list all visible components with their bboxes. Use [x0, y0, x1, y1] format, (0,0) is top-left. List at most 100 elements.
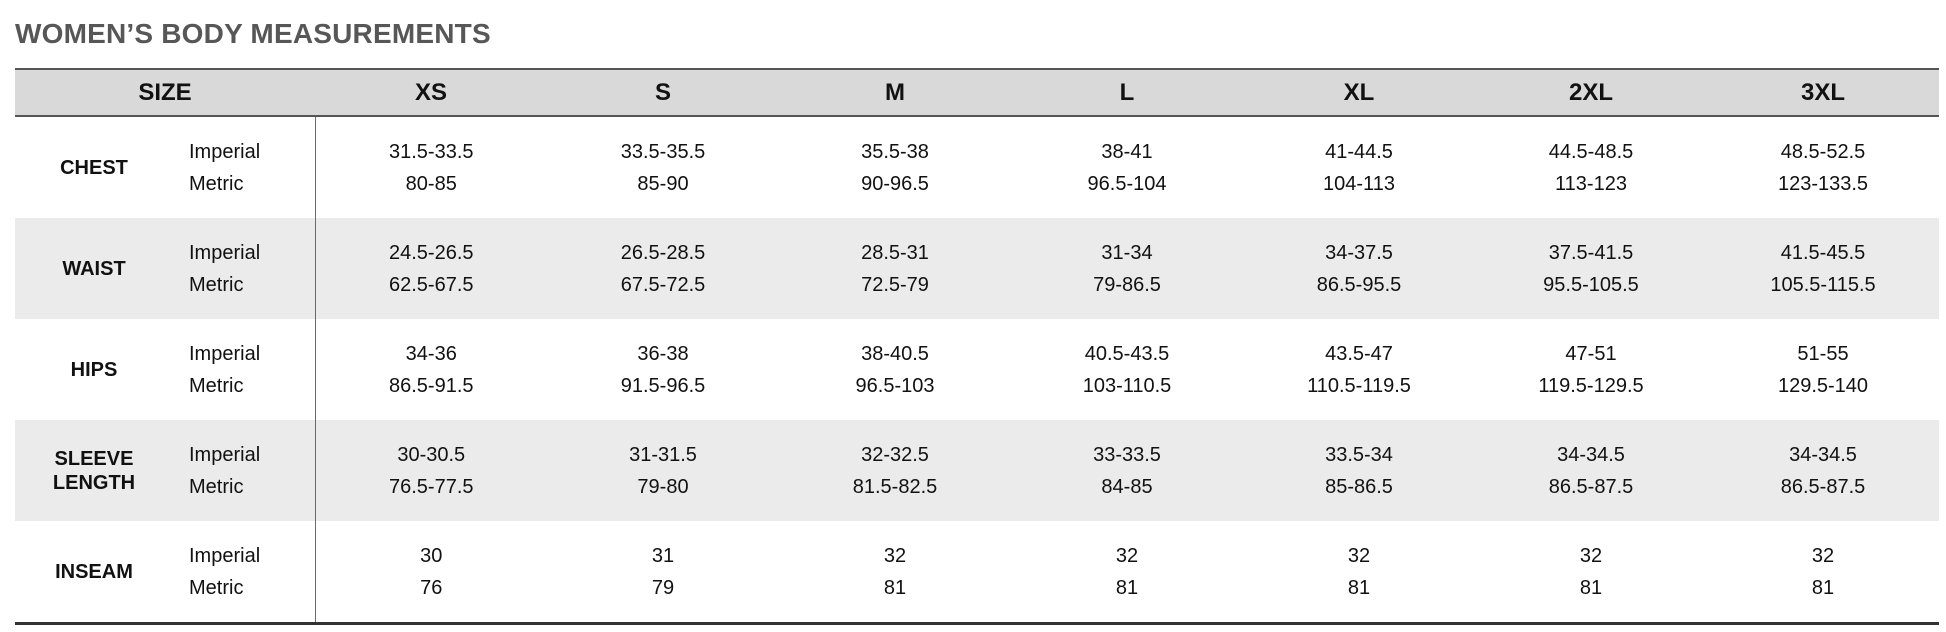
imperial-value: 41.5-45.5	[1780, 241, 1866, 264]
metric-value: 86.5-91.5	[388, 374, 474, 397]
metric-value: 96.5-103	[855, 374, 935, 397]
imperial-value: 32	[1347, 544, 1371, 567]
metric-value: 81	[1811, 576, 1835, 599]
imperial-value: 44.5-48.5	[1548, 140, 1634, 163]
metric-value: 86.5-87.5	[1548, 475, 1634, 498]
metric-value: 79-80	[637, 475, 689, 498]
imperial-value: 32-32.5	[861, 443, 929, 466]
size-m-value: 32 81	[779, 521, 1011, 625]
imperial-value: 31	[651, 544, 675, 567]
metric-value: 79	[651, 576, 675, 599]
metric-label: Metric	[189, 172, 244, 195]
size-header-3xl: 3XL	[1707, 68, 1939, 117]
imperial-value: 32	[883, 544, 907, 567]
size-3xl-value: 48.5-52.5 123-133.5	[1707, 116, 1939, 218]
metric-value: 95.5-105.5	[1543, 273, 1639, 296]
size-s-value: 33.5-35.5 85-90	[547, 116, 779, 218]
size-chart: SIZE XS S M L XL 2XL 3XL CHEST Imperial Me…	[15, 68, 1939, 625]
metric-value: 113-123	[1555, 172, 1627, 195]
size-2xl-value: 37.5-41.5 95.5-105.5	[1475, 218, 1707, 319]
size-xl-value: 43.5-47 110.5-119.5	[1243, 319, 1475, 420]
size-header-2xl: 2XL	[1475, 68, 1707, 117]
table-header-row: SIZE XS S M L XL 2XL 3XL	[15, 68, 1939, 117]
size-l-value: 32 81	[1011, 521, 1243, 625]
imperial-value: 48.5-52.5	[1780, 140, 1866, 163]
measurement-label-line: WAIST	[62, 257, 126, 280]
size-3xl-value: 32 81	[1707, 521, 1939, 625]
metric-value: 72.5-79	[861, 273, 929, 296]
table-row: CHEST Imperial Metric 31.5-33.5 80-85 33.5-35…	[15, 116, 1939, 218]
imperial-value: 40.5-43.5	[1084, 342, 1170, 365]
metric-value: 123-133.5	[1777, 172, 1869, 195]
size-m-value: 32-32.5 81.5-82.5	[779, 420, 1011, 521]
imperial-value: 32	[1579, 544, 1603, 567]
imperial-value: 43.5-47	[1325, 342, 1393, 365]
metric-value: 86.5-95.5	[1316, 273, 1402, 296]
size-header-m: M	[779, 68, 1011, 117]
measurement-label-line: INSEAM	[55, 560, 133, 583]
imperial-label: Imperial	[189, 544, 261, 567]
imperial-value: 31.5-33.5	[388, 140, 474, 163]
measurement-label: SLEEVE LENGTH	[15, 420, 173, 521]
imperial-label: Imperial	[189, 443, 261, 466]
imperial-label: Imperial	[189, 342, 261, 365]
imperial-value: 34-34.5	[1557, 443, 1625, 466]
imperial-value: 47-51	[1565, 342, 1617, 365]
metric-value: 62.5-67.5	[388, 273, 474, 296]
metric-label: Metric	[189, 374, 244, 397]
size-l-value: 40.5-43.5 103-110.5	[1011, 319, 1243, 420]
imperial-label: Imperial	[189, 140, 261, 163]
metric-value: 81.5-82.5	[852, 475, 938, 498]
imperial-value: 31-34	[1101, 241, 1153, 264]
measurement-label-line: HIPS	[70, 358, 118, 381]
measurement-label: HIPS	[15, 319, 173, 420]
page-title: WOMEN’S BODY MEASUREMENTS	[15, 18, 491, 49]
size-xl-value: 33.5-34 85-86.5	[1243, 420, 1475, 521]
size-xs-value: 30 76	[315, 521, 547, 625]
size-header-xl: XL	[1243, 68, 1475, 117]
imperial-value: 38-41	[1101, 140, 1153, 163]
unit-labels: Imperial Metric	[173, 218, 316, 319]
imperial-value: 41-44.5	[1325, 140, 1393, 163]
measurement-label-line: LENGTH	[52, 471, 136, 494]
size-l-value: 33-33.5 84-85	[1011, 420, 1243, 521]
metric-value: 81	[1347, 576, 1371, 599]
size-header-l: L	[1011, 68, 1243, 117]
size-m-value: 35.5-38 90-96.5	[779, 116, 1011, 218]
unit-labels: Imperial Metric	[173, 116, 316, 218]
metric-value: 90-96.5	[861, 172, 929, 195]
size-2xl-value: 32 81	[1475, 521, 1707, 625]
measurement-label: INSEAM	[15, 521, 173, 625]
imperial-value: 34-36	[405, 342, 457, 365]
table-row: SLEEVE LENGTH Imperial Metric 30-30.5 76.5-77…	[15, 420, 1939, 521]
metric-label: Metric	[189, 475, 244, 498]
size-m-value: 38-40.5 96.5-103	[779, 319, 1011, 420]
metric-value: 85-86.5	[1325, 475, 1393, 498]
metric-value: 119.5-129.5	[1538, 374, 1644, 397]
imperial-value: 34-37.5	[1325, 241, 1393, 264]
metric-value: 110.5-119.5	[1307, 374, 1411, 397]
imperial-value: 33.5-35.5	[620, 140, 706, 163]
metric-value: 91.5-96.5	[620, 374, 706, 397]
metric-value: 67.5-72.5	[620, 273, 706, 296]
size-2xl-value: 34-34.5 86.5-87.5	[1475, 420, 1707, 521]
metric-value: 80-85	[405, 172, 457, 195]
imperial-value: 36-38	[637, 342, 689, 365]
imperial-value: 32	[1811, 544, 1835, 567]
imperial-value: 26.5-28.5	[620, 241, 706, 264]
unit-labels: Imperial Metric	[173, 420, 316, 521]
size-s-value: 26.5-28.5 67.5-72.5	[547, 218, 779, 319]
imperial-label: Imperial	[189, 241, 261, 264]
size-header-s: S	[547, 68, 779, 117]
size-2xl-value: 47-51 119.5-129.5	[1475, 319, 1707, 420]
metric-value: 84-85	[1101, 475, 1153, 498]
size-m-value: 28.5-31 72.5-79	[779, 218, 1011, 319]
size-header: SIZE	[15, 68, 315, 117]
imperial-value: 24.5-26.5	[388, 241, 474, 264]
imperial-value: 33-33.5	[1093, 443, 1161, 466]
size-xl-value: 41-44.5 104-113	[1243, 116, 1475, 218]
size-xl-value: 34-37.5 86.5-95.5	[1243, 218, 1475, 319]
size-l-value: 31-34 79-86.5	[1011, 218, 1243, 319]
size-2xl-value: 44.5-48.5 113-123	[1475, 116, 1707, 218]
imperial-value: 37.5-41.5	[1548, 241, 1634, 264]
